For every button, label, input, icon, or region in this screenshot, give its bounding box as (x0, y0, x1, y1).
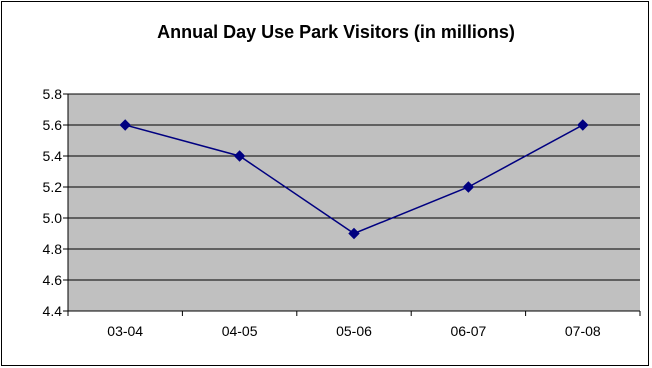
plot-area (68, 94, 640, 311)
x-tick-label: 07-08 (565, 323, 601, 339)
y-tick-label: 4.4 (43, 303, 63, 319)
x-tick-label: 06-07 (450, 323, 486, 339)
y-tick-label: 5.6 (43, 117, 63, 133)
y-tick-label: 5.4 (43, 148, 63, 164)
y-tick-label: 5.8 (43, 86, 63, 102)
y-tick-label: 4.8 (43, 241, 63, 257)
data-point-marker (233, 150, 246, 162)
y-tick-label: 4.6 (43, 272, 63, 288)
data-point-marker (348, 227, 360, 240)
data-point-marker (119, 119, 131, 131)
x-tick-label: 03-04 (107, 323, 143, 339)
x-tick-label: 04-05 (222, 323, 258, 339)
y-tick-label: 5.2 (43, 179, 63, 195)
data-point-marker (577, 119, 589, 131)
x-tick-label: 05-06 (336, 323, 372, 339)
data-point-marker (462, 181, 475, 193)
chart-title: Annual Day Use Park Visitors (in million… (157, 22, 515, 42)
y-tick-label: 5.0 (43, 210, 63, 226)
